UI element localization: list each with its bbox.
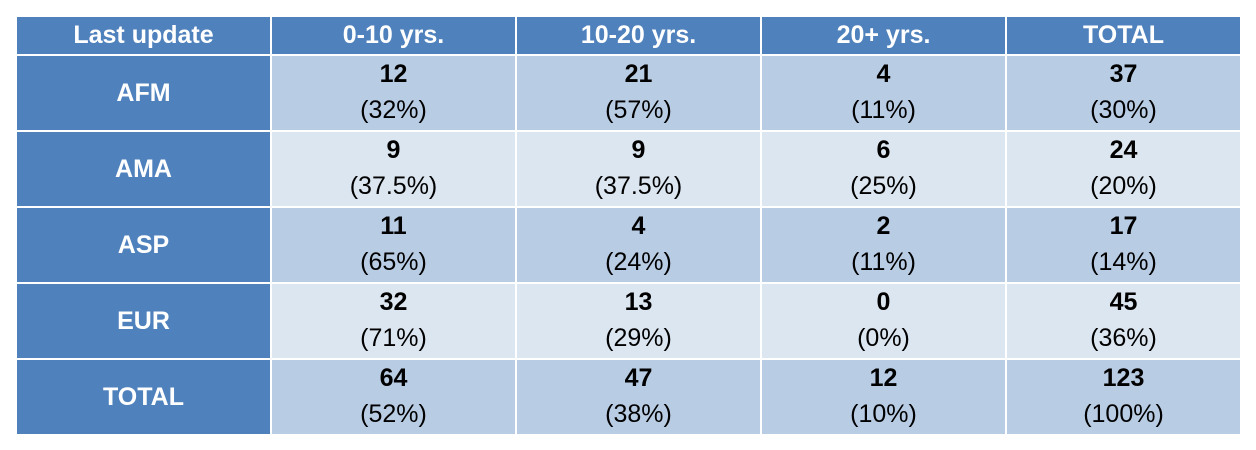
value-cell: 0 (0%) [760,282,1007,360]
percent: (14%) [1090,248,1157,276]
table-row: AFM 12 (32%) 21 (57%) 4 (11%) 37 (30%) [15,54,1242,132]
value-cell: 4 (11%) [760,54,1007,132]
percent: (11%) [851,248,916,276]
percent: (100%) [1083,400,1164,428]
percent: (36%) [1090,324,1157,352]
value-cell: 64 (52%) [270,358,517,436]
value-cell: 47 (38%) [515,358,762,436]
table-row: ASP 11 (65%) 4 (24%) 2 (11%) 17 (14%) [15,206,1242,284]
value-cell: 9 (37.5%) [515,130,762,208]
count: 21 [624,60,653,88]
value-cell: 21 (57%) [515,54,762,132]
percent: (20%) [1090,172,1157,200]
count: 2 [876,212,891,240]
count: 32 [379,288,408,316]
percent: (10%) [850,400,917,428]
count: 6 [876,136,891,164]
header-cell: TOTAL [1005,15,1242,56]
percent: (29%) [605,324,672,352]
header-cell: 0-10 yrs. [270,15,517,56]
data-table: Last update 0-10 yrs. 10-20 yrs. 20+ yrs. TO… [15,15,1242,436]
count: 12 [379,60,408,88]
percent: (11%) [851,96,916,124]
value-cell: 17 (14%) [1005,206,1242,284]
count: 11 [380,212,407,240]
header-cell: Last update [15,15,272,56]
row-label: AMA [15,130,272,208]
percent: (71%) [360,324,427,352]
percent: (30%) [1090,96,1157,124]
header-cell: 10-20 yrs. [515,15,762,56]
header-row: Last update 0-10 yrs. 10-20 yrs. 20+ yrs. TO… [15,15,1242,56]
count: 4 [631,212,646,240]
percent: (65%) [360,248,427,276]
percent: (57%) [605,96,672,124]
row-label: AFM [15,54,272,132]
value-cell: 4 (24%) [515,206,762,284]
percent: (25%) [850,172,917,200]
count: 45 [1109,288,1138,316]
percent: (52%) [360,400,427,428]
value-cell: 32 (71%) [270,282,517,360]
count: 64 [379,364,408,392]
table-row: EUR 32 (71%) 13 (29%) 0 (0%) 45 (36%) [15,282,1242,360]
percent: (37.5%) [594,172,683,200]
value-cell: 2 (11%) [760,206,1007,284]
count: 47 [624,364,653,392]
row-label: ASP [15,206,272,284]
table-row: TOTAL 64 (52%) 47 (38%) 12 (10%) 123 (100%) [15,358,1242,436]
value-cell: 24 (20%) [1005,130,1242,208]
value-cell: 123 (100%) [1005,358,1242,436]
percent: (38%) [605,400,672,428]
count: 123 [1102,364,1145,392]
value-cell: 45 (36%) [1005,282,1242,360]
value-cell: 6 (25%) [760,130,1007,208]
count: 0 [876,288,891,316]
value-cell: 11 (65%) [270,206,517,284]
count: 13 [624,288,653,316]
row-label: EUR [15,282,272,360]
value-cell: 12 (32%) [270,54,517,132]
percent: (32%) [360,96,427,124]
percent: (24%) [605,248,672,276]
table-row: AMA 9 (37.5%) 9 (37.5%) 6 (25%) 24 (20%) [15,130,1242,208]
percent: (0%) [857,324,910,352]
table-body: AFM 12 (32%) 21 (57%) 4 (11%) 37 (30%) AMA 9 (37.5%… [15,54,1242,436]
count: 9 [631,136,646,164]
value-cell: 37 (30%) [1005,54,1242,132]
row-label: TOTAL [15,358,272,436]
count: 12 [869,364,898,392]
value-cell: 12 (10%) [760,358,1007,436]
count: 24 [1109,136,1138,164]
count: 37 [1109,60,1138,88]
count: 4 [876,60,891,88]
count: 9 [386,136,401,164]
value-cell: 13 (29%) [515,282,762,360]
header-cell: 20+ yrs. [760,15,1007,56]
count: 17 [1109,212,1138,240]
value-cell: 9 (37.5%) [270,130,517,208]
percent: (37.5%) [349,172,438,200]
